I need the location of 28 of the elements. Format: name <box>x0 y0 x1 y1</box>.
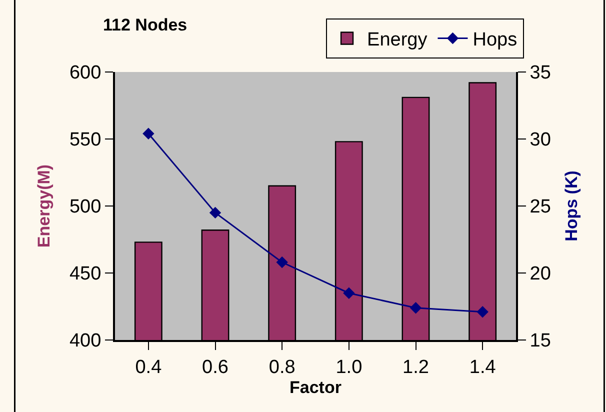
y2-tick-label: 25 <box>530 196 551 218</box>
y2-tick-label: 15 <box>530 330 551 352</box>
point <box>343 287 355 299</box>
x-tick-label: 0.8 <box>268 356 296 378</box>
y2-tick-label: 30 <box>530 130 551 151</box>
y-tick-label: 450 <box>69 264 102 285</box>
x-tick-label: 1.0 <box>336 356 362 378</box>
legend-label: Energy <box>367 30 428 51</box>
y2-axis-title: Hops (K) <box>562 170 581 242</box>
x-tick-label: 1.4 <box>469 356 496 378</box>
point <box>476 306 488 318</box>
y-tick-label: 400 <box>69 330 102 352</box>
y-tick-label: 600 <box>69 62 102 84</box>
chart-title: 112 Nodes <box>103 15 188 34</box>
point <box>410 302 422 314</box>
y2-tick-label: 35 <box>530 62 551 84</box>
x-tick-label: 0.6 <box>202 356 228 378</box>
x-axis-title: Factor <box>290 378 342 397</box>
y2-tick-label: 20 <box>530 264 551 285</box>
y-tick-label: 550 <box>69 130 102 151</box>
x-tick-label: 1.2 <box>402 356 429 378</box>
x-tick-label: 0.4 <box>135 356 162 378</box>
y-tick-label: 500 <box>69 196 102 218</box>
point <box>209 206 222 219</box>
y-axis-title: Energy(M) <box>34 164 54 248</box>
legend-label: Hops <box>472 30 518 51</box>
point <box>142 128 154 140</box>
point <box>276 256 288 268</box>
